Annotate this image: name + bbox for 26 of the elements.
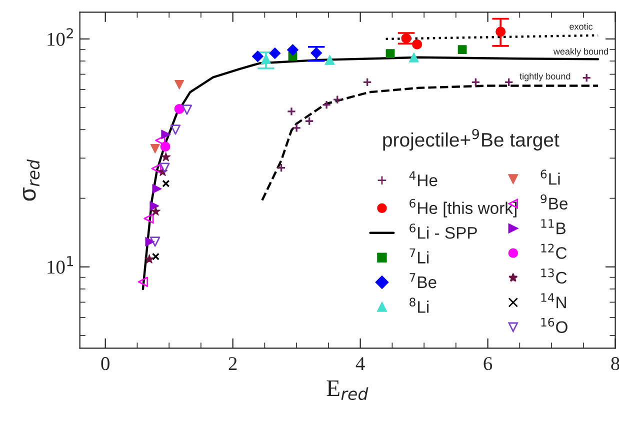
legend-label: $^{14}$N bbox=[541, 293, 566, 308]
x-tick-label: 0 bbox=[101, 357, 110, 370]
annotation: exotic bbox=[570, 23, 593, 30]
legend-label: $^{6}$Li - SPP bbox=[410, 224, 477, 239]
x-tick-label: 2 bbox=[228, 357, 237, 370]
legend-title: projectile+$^{9}$Be target bbox=[383, 128, 560, 151]
legend-label: $^{8}$Li bbox=[410, 298, 429, 313]
legend-label: $^{11}$B bbox=[541, 219, 566, 234]
x-axis-title: E$_{red}$ bbox=[326, 380, 368, 400]
y-tick-label: 10$^{1}$ bbox=[48, 256, 74, 274]
legend-label: $^{6}$He [this work] bbox=[410, 198, 516, 218]
y-axis-title: σ$_{red}$ bbox=[23, 159, 40, 201]
legend-label: $^{13}$C bbox=[541, 268, 567, 284]
y-tick-label: 10$^{2}$ bbox=[48, 28, 73, 46]
legend-label: $^{4}$He bbox=[409, 171, 438, 186]
legend-label: $^{9}$Be bbox=[540, 194, 568, 210]
legend-label: $^{6}$Li bbox=[540, 170, 560, 185]
annotation: tightly bound bbox=[520, 72, 570, 82]
legend-label: $^{7}$Be bbox=[410, 273, 436, 288]
x-tick-label: 4 bbox=[356, 357, 365, 370]
legend-label: $^{7}$Li bbox=[410, 248, 429, 264]
legend-label: $^{16}$O bbox=[541, 318, 568, 334]
x-tick-label: 6 bbox=[484, 357, 492, 370]
x-tick-label: 8 bbox=[611, 357, 619, 370]
annotation: weakly bound bbox=[553, 48, 608, 56]
legend-label: $^{12}$C bbox=[541, 244, 567, 259]
